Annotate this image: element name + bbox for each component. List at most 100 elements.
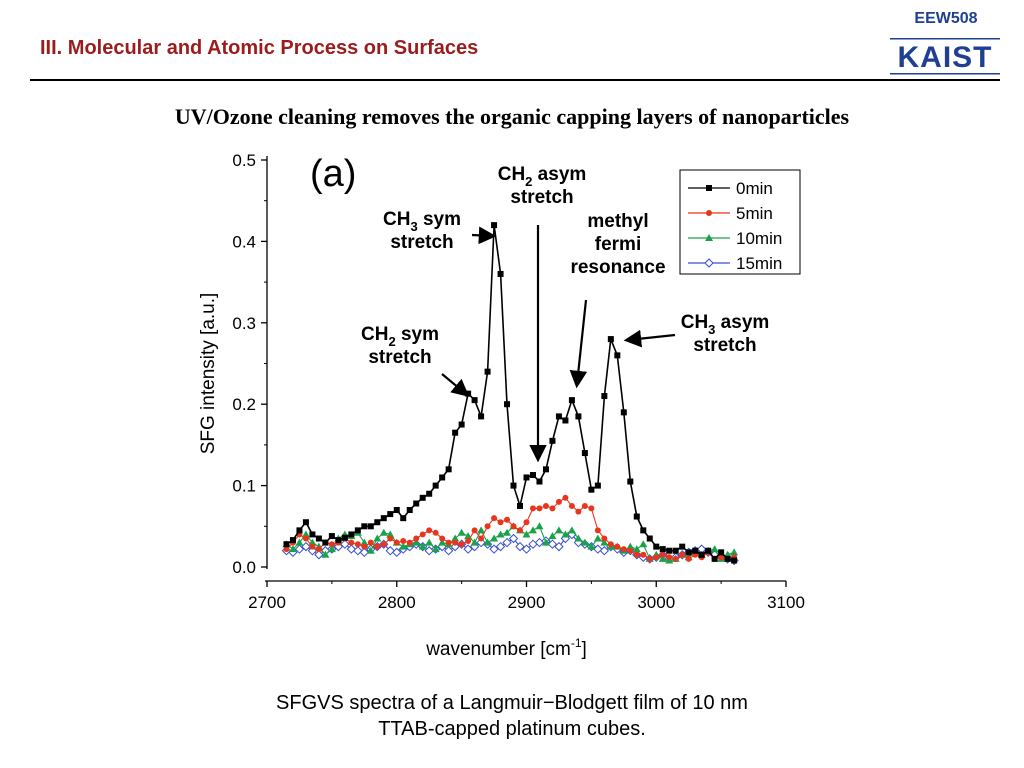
data-point — [392, 547, 402, 558]
data-point — [302, 519, 309, 526]
arrow-ch2-sym — [441, 373, 470, 397]
data-point — [568, 502, 575, 509]
data-point — [574, 534, 583, 542]
data-point — [581, 502, 588, 509]
data-point — [458, 421, 465, 428]
data-point — [517, 527, 524, 534]
data-point — [607, 336, 614, 343]
data-point — [653, 554, 660, 561]
data-point — [360, 538, 369, 546]
data-point — [600, 538, 609, 546]
data-point — [601, 393, 608, 400]
data-point — [380, 515, 387, 522]
data-point — [620, 409, 627, 416]
data-point — [496, 530, 505, 538]
arrow-ch3-sym — [471, 226, 497, 245]
data-point — [438, 538, 447, 546]
data-point — [640, 527, 647, 534]
data-point — [302, 535, 309, 542]
data-point — [445, 466, 452, 473]
data-point — [549, 437, 556, 444]
annotation-text: CH3 sym — [383, 209, 461, 234]
series-line — [286, 497, 735, 560]
course-code: EEW508 — [914, 10, 978, 27]
panel-label: (a) — [310, 153, 356, 195]
data-point — [508, 533, 519, 544]
data-point — [309, 531, 316, 538]
data-point — [588, 486, 595, 493]
y-tick-label: 0.0 — [232, 558, 256, 577]
data-point — [315, 546, 322, 553]
data-point — [327, 545, 336, 553]
data-point — [542, 466, 549, 473]
data-point — [489, 544, 499, 554]
legend-marker — [704, 258, 714, 268]
data-point — [366, 546, 375, 554]
data-point — [515, 541, 525, 552]
data-point — [718, 554, 725, 561]
data-point — [523, 519, 530, 526]
data-point — [529, 472, 536, 479]
data-point — [497, 270, 504, 277]
data-point — [406, 507, 413, 514]
data-point — [659, 546, 666, 553]
data-point — [289, 537, 296, 544]
data-point — [457, 528, 466, 536]
data-point — [495, 541, 506, 552]
data-point — [593, 544, 603, 554]
data-point — [580, 538, 589, 546]
data-point — [731, 557, 738, 564]
x-tick-label: 3000 — [637, 593, 675, 612]
data-point — [549, 505, 556, 512]
data-point — [522, 530, 531, 538]
data-point — [587, 542, 596, 550]
data-point — [380, 541, 387, 548]
data-point — [548, 532, 557, 540]
data-point — [348, 531, 355, 538]
data-point — [599, 546, 610, 556]
data-point — [523, 474, 530, 481]
data-point — [445, 539, 452, 546]
data-point — [393, 539, 400, 546]
annotation-text: stretch — [368, 347, 431, 368]
data-point — [490, 534, 499, 542]
data-point — [373, 534, 382, 542]
y-axis-label: SFG intensity [a.u.] — [198, 293, 219, 455]
data-point — [484, 368, 491, 375]
legend-marker — [706, 185, 712, 191]
data-point — [547, 539, 558, 549]
data-point — [497, 519, 504, 526]
arrow-methyl-fermi — [569, 299, 588, 389]
data-point — [554, 541, 564, 552]
data-point — [593, 534, 602, 542]
data-point — [568, 397, 575, 404]
kaist-logo-text: KAIST — [898, 41, 993, 74]
series-0min — [283, 222, 738, 564]
arrow-ch3-asym — [623, 329, 676, 348]
caption-line-1: SFGVS spectra of a Langmuir−Blodgett fil… — [276, 692, 748, 714]
data-point — [614, 352, 621, 359]
data-point — [439, 535, 446, 542]
data-point — [666, 554, 673, 561]
data-point — [504, 516, 511, 523]
data-point — [471, 527, 478, 534]
data-point — [529, 505, 536, 512]
data-point — [594, 527, 601, 534]
data-point — [413, 500, 420, 507]
data-point — [335, 537, 342, 544]
data-point — [562, 494, 569, 501]
data-point — [315, 535, 322, 542]
data-point — [296, 527, 303, 534]
data-point — [685, 549, 692, 556]
data-point — [439, 474, 446, 481]
annotation-text: stretch — [693, 335, 756, 356]
data-point — [555, 413, 562, 420]
data-point — [314, 550, 324, 560]
data-point — [295, 538, 304, 546]
data-point — [581, 450, 588, 457]
data-point — [504, 401, 511, 408]
data-point — [346, 544, 357, 554]
data-point — [340, 539, 350, 549]
data-point — [412, 538, 421, 546]
data-point — [575, 508, 582, 515]
